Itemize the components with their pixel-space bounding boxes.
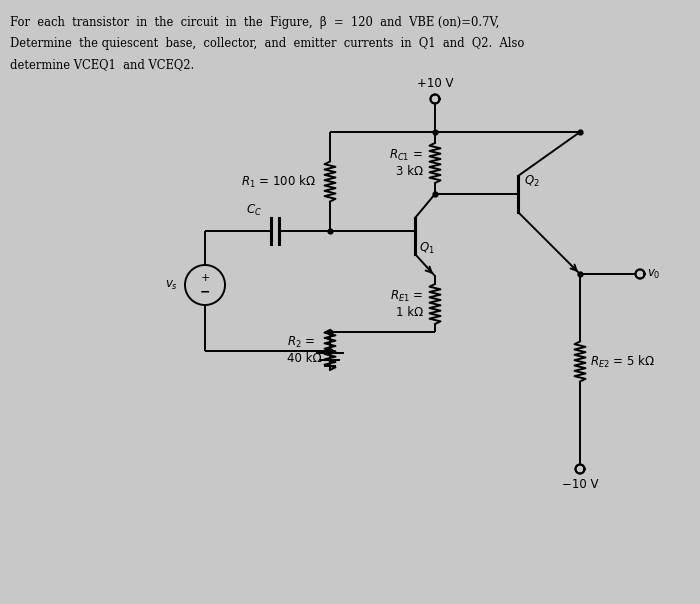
Text: $Q_1$: $Q_1$ xyxy=(419,241,435,256)
Text: +10 V: +10 V xyxy=(416,77,454,90)
Text: −10 V: −10 V xyxy=(561,478,598,491)
Text: Determine  the quiescent  base,  collector,  and  emitter  currents  in  Q1  and: Determine the quiescent base, collector,… xyxy=(10,37,524,50)
Polygon shape xyxy=(636,269,645,278)
Text: $R_{C1}$ =
3 kΩ: $R_{C1}$ = 3 kΩ xyxy=(389,148,423,178)
Text: $Q_2$: $Q_2$ xyxy=(524,174,540,189)
Polygon shape xyxy=(430,94,440,103)
Text: $R_{E1}$ =
1 kΩ: $R_{E1}$ = 1 kΩ xyxy=(390,289,423,319)
Text: For  each  transistor  in  the  circuit  in  the  Figure,  β  =  120  and  VBE (: For each transistor in the circuit in th… xyxy=(10,16,499,29)
Text: $R_1$ = 100 kΩ: $R_1$ = 100 kΩ xyxy=(241,173,316,190)
Text: $v_0$: $v_0$ xyxy=(647,268,661,280)
Text: determine VCEQ1  and VCEQ2.: determine VCEQ1 and VCEQ2. xyxy=(10,58,195,71)
Text: $v_s$: $v_s$ xyxy=(165,278,178,292)
Text: $R_{E2}$ = 5 kΩ: $R_{E2}$ = 5 kΩ xyxy=(590,353,655,370)
Polygon shape xyxy=(575,464,584,474)
Text: −: − xyxy=(199,286,210,298)
Text: $C_C$: $C_C$ xyxy=(246,203,262,218)
Text: +: + xyxy=(200,273,210,283)
Text: $R_2$ =
40 kΩ: $R_2$ = 40 kΩ xyxy=(288,335,322,365)
